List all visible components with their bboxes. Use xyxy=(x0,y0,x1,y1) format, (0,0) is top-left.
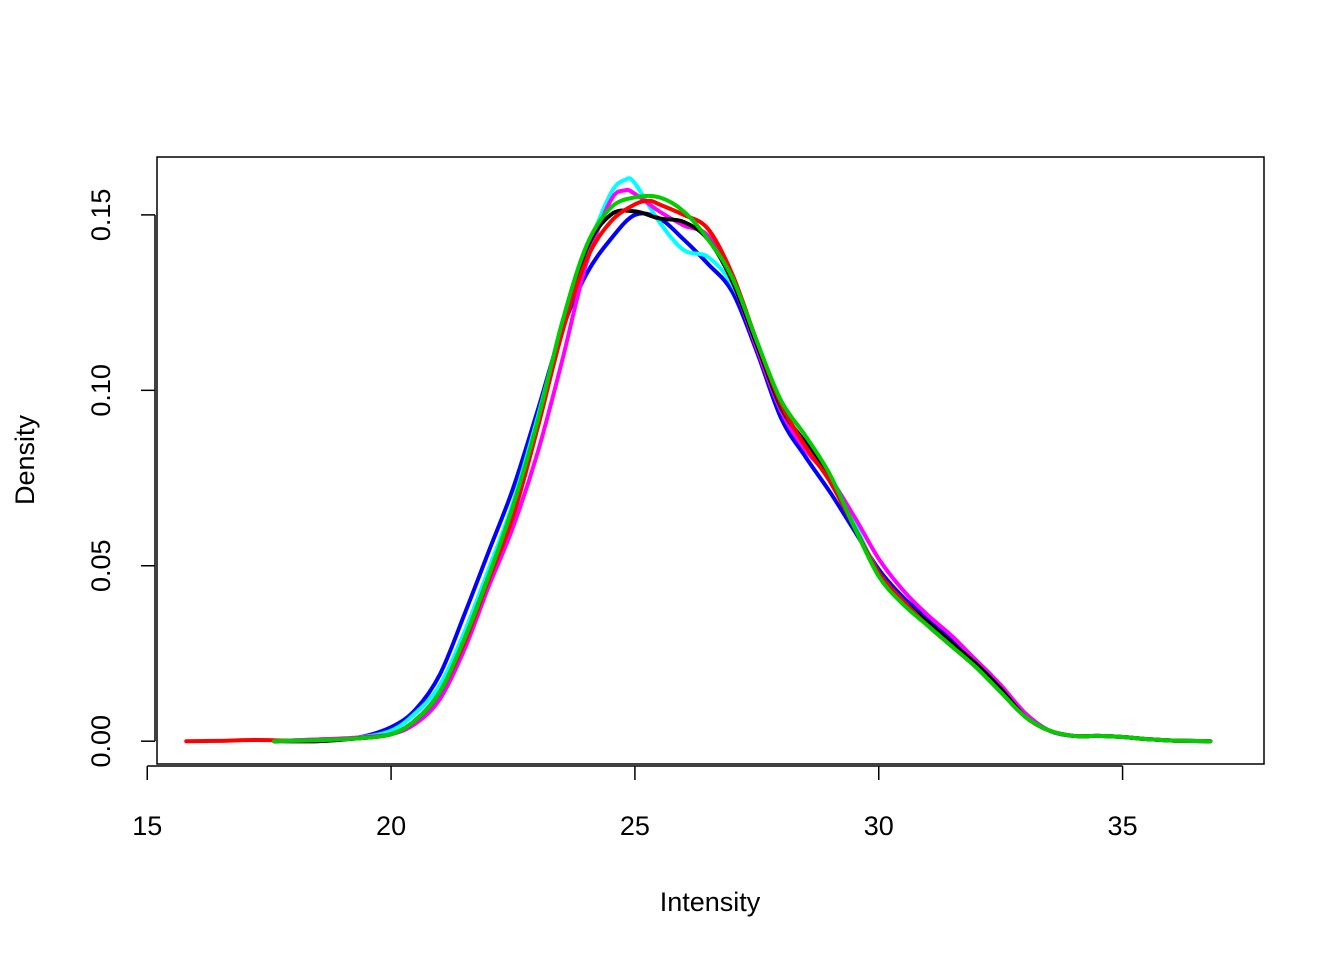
y-axis-label: Density xyxy=(10,414,40,505)
y-tick-label: 0.10 xyxy=(86,364,116,417)
density-line-3 xyxy=(272,187,1213,744)
y-axis: 0.00 0.05 0.10 0.15 xyxy=(86,189,156,768)
density-line-6 xyxy=(272,193,1213,744)
density-line-1 xyxy=(272,211,1213,744)
x-tick-label: 15 xyxy=(132,811,162,841)
y-tick-label: 0.00 xyxy=(86,715,116,768)
x-tick-label: 20 xyxy=(376,811,406,841)
density-line-5 xyxy=(184,198,1213,744)
x-axis: 15 20 25 30 35 xyxy=(132,765,1138,841)
density-line-4 xyxy=(272,208,1213,744)
x-axis-label: Intensity xyxy=(660,887,761,917)
y-tick-label: 0.05 xyxy=(86,539,116,592)
x-tick-label: 30 xyxy=(864,811,894,841)
density-line-2 xyxy=(272,176,1213,744)
series-layer xyxy=(184,176,1213,744)
y-tick-label: 0.15 xyxy=(86,189,116,242)
plot-area-box xyxy=(156,156,1265,765)
x-tick-label: 25 xyxy=(620,811,650,841)
x-tick-label: 35 xyxy=(1108,811,1138,841)
